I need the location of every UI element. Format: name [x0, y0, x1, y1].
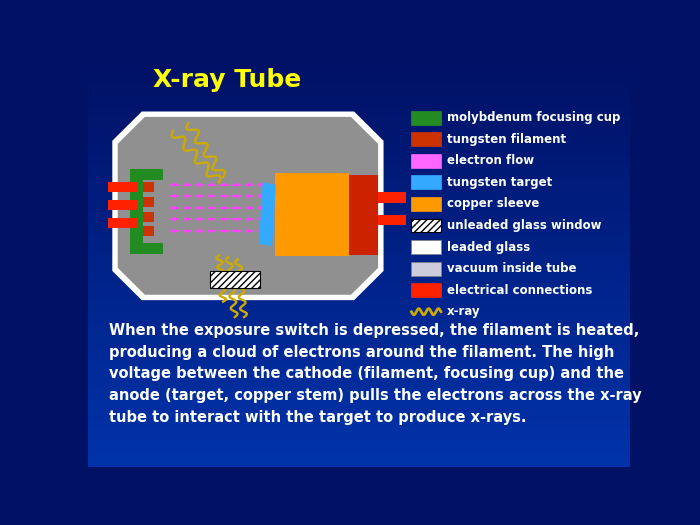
Text: vacuum inside tube: vacuum inside tube	[447, 262, 577, 275]
Bar	[88, 306, 630, 313]
Text: leaded glass: leaded glass	[447, 240, 531, 254]
Bar	[88, 360, 630, 367]
Polygon shape	[112, 111, 384, 300]
Bar	[275, 173, 349, 256]
Bar	[88, 346, 630, 353]
Bar	[377, 192, 406, 203]
Bar	[88, 272, 630, 279]
Bar	[88, 164, 630, 172]
Bar	[88, 258, 630, 266]
Bar	[88, 158, 630, 165]
Bar	[88, 447, 630, 455]
Bar	[88, 326, 630, 333]
Bar	[88, 299, 630, 306]
Bar	[412, 111, 441, 124]
Bar	[88, 218, 630, 225]
Bar	[88, 427, 630, 434]
Bar	[88, 373, 630, 381]
Bar	[88, 205, 630, 212]
Bar	[108, 200, 138, 210]
Bar	[349, 175, 378, 255]
Bar	[88, 434, 630, 441]
Bar	[412, 218, 441, 233]
Bar	[88, 440, 630, 448]
Bar	[88, 83, 630, 91]
Bar	[88, 420, 630, 427]
Bar	[88, 144, 630, 151]
Bar	[412, 197, 441, 211]
Bar	[88, 191, 630, 198]
Bar	[88, 137, 630, 144]
Text: electron flow: electron flow	[447, 154, 534, 167]
Bar	[412, 240, 441, 254]
Bar	[88, 386, 630, 394]
Bar	[88, 184, 630, 192]
Bar	[88, 97, 630, 104]
Bar	[108, 218, 138, 228]
Bar	[143, 180, 162, 243]
Bar	[88, 245, 630, 253]
Bar	[88, 353, 630, 360]
Bar	[210, 271, 260, 288]
Bar	[88, 171, 630, 178]
Text: tungsten filament: tungsten filament	[447, 133, 566, 146]
Bar	[88, 177, 630, 185]
Bar	[88, 238, 630, 246]
Bar	[88, 90, 630, 98]
Bar	[88, 225, 630, 232]
Polygon shape	[118, 117, 378, 295]
Bar	[88, 286, 630, 293]
Bar	[88, 279, 630, 286]
Bar	[88, 251, 630, 259]
Text: tungsten target: tungsten target	[447, 176, 552, 189]
Bar	[130, 169, 162, 254]
Bar	[88, 319, 630, 327]
Bar	[88, 130, 630, 138]
Bar	[377, 215, 406, 225]
Bar	[88, 211, 630, 219]
Bar	[88, 70, 630, 77]
Bar	[88, 77, 630, 84]
Bar	[88, 265, 630, 272]
Bar	[88, 198, 630, 205]
Bar	[88, 339, 630, 347]
Text: molybdenum focusing cup: molybdenum focusing cup	[447, 111, 620, 124]
Text: X-ray Tube: X-ray Tube	[153, 68, 301, 92]
Bar	[144, 226, 154, 236]
Bar	[88, 103, 630, 111]
Bar	[144, 182, 154, 192]
Bar	[88, 292, 630, 300]
Bar	[88, 63, 630, 70]
Polygon shape	[259, 182, 276, 246]
Bar	[88, 454, 630, 461]
Bar	[88, 393, 630, 401]
Bar	[144, 197, 154, 207]
Bar	[412, 261, 441, 276]
Text: electrical connections: electrical connections	[447, 284, 592, 297]
Bar	[88, 151, 630, 158]
Text: unleaded glass window: unleaded glass window	[447, 219, 601, 232]
Text: When the exposure switch is depressed, the filament is heated,
producing a cloud: When the exposure switch is depressed, t…	[109, 323, 642, 425]
Bar	[412, 175, 441, 190]
Text: copper sleeve: copper sleeve	[447, 197, 540, 211]
Bar	[88, 123, 630, 131]
Bar	[88, 312, 630, 320]
Bar	[412, 283, 441, 297]
Bar	[88, 366, 630, 374]
Bar	[108, 182, 138, 192]
Bar	[88, 380, 630, 387]
Bar	[412, 132, 441, 146]
Bar	[88, 400, 630, 407]
Bar	[88, 413, 630, 421]
Text: x-ray: x-ray	[447, 305, 481, 318]
Bar	[88, 110, 630, 118]
Bar	[88, 117, 630, 124]
Bar	[412, 154, 441, 167]
Bar	[88, 406, 630, 414]
Bar	[144, 212, 154, 222]
Bar	[88, 232, 630, 239]
Bar	[88, 460, 630, 468]
Bar	[88, 332, 630, 340]
